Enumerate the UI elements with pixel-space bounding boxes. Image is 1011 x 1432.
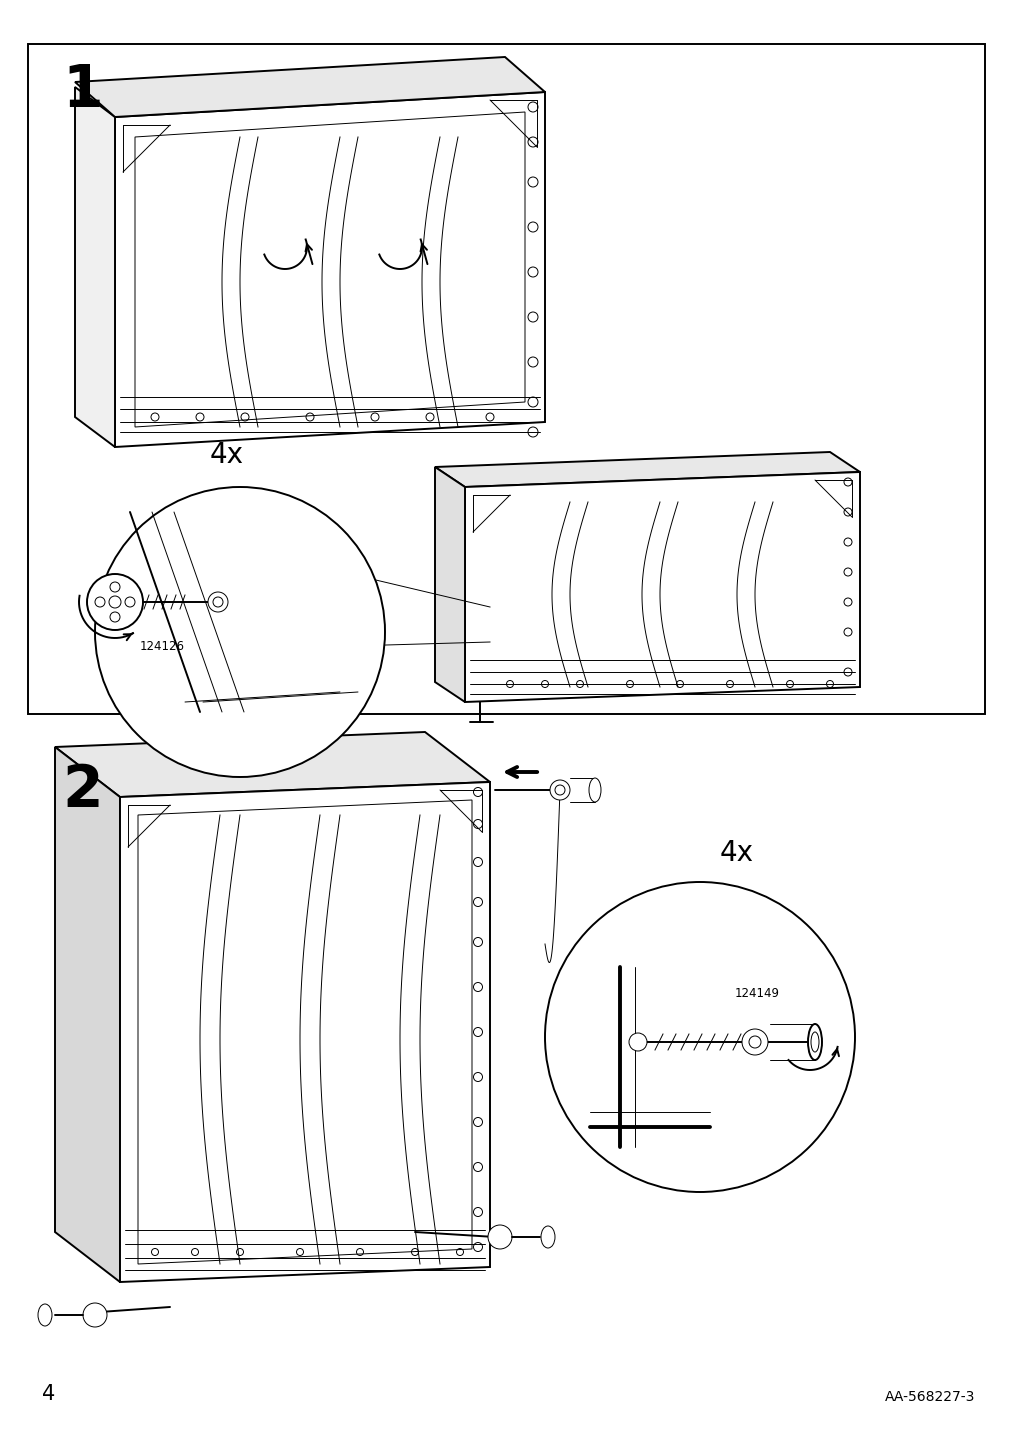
Polygon shape [115, 92, 545, 447]
Circle shape [87, 574, 143, 630]
Polygon shape [464, 473, 859, 702]
Text: 4x: 4x [210, 441, 244, 470]
Polygon shape [75, 87, 115, 447]
Ellipse shape [588, 778, 601, 802]
Circle shape [741, 1030, 767, 1055]
Circle shape [110, 611, 120, 621]
Text: 1: 1 [62, 62, 102, 119]
Text: 4x: 4x [719, 839, 753, 866]
Circle shape [208, 591, 227, 611]
Circle shape [95, 487, 384, 778]
Ellipse shape [807, 1024, 821, 1060]
Text: AA-568227-3: AA-568227-3 [884, 1390, 974, 1403]
Polygon shape [435, 453, 859, 487]
Text: 4: 4 [42, 1383, 56, 1403]
Circle shape [487, 1224, 512, 1249]
Bar [28, 44, 984, 715]
Circle shape [109, 596, 121, 609]
Polygon shape [55, 748, 120, 1282]
Polygon shape [75, 57, 545, 117]
Circle shape [629, 1032, 646, 1051]
Circle shape [83, 1303, 107, 1327]
Polygon shape [55, 732, 489, 798]
Text: 124149: 124149 [734, 987, 779, 1000]
Circle shape [125, 597, 134, 607]
Circle shape [545, 882, 854, 1191]
Text: 2: 2 [62, 762, 102, 819]
Ellipse shape [541, 1226, 554, 1249]
Circle shape [95, 597, 105, 607]
Ellipse shape [810, 1032, 818, 1053]
Circle shape [110, 581, 120, 591]
Circle shape [212, 597, 222, 607]
Circle shape [748, 1035, 760, 1048]
Text: 124126: 124126 [140, 640, 185, 653]
Polygon shape [435, 467, 464, 702]
Circle shape [549, 780, 569, 800]
Polygon shape [120, 782, 489, 1282]
Ellipse shape [38, 1305, 52, 1326]
